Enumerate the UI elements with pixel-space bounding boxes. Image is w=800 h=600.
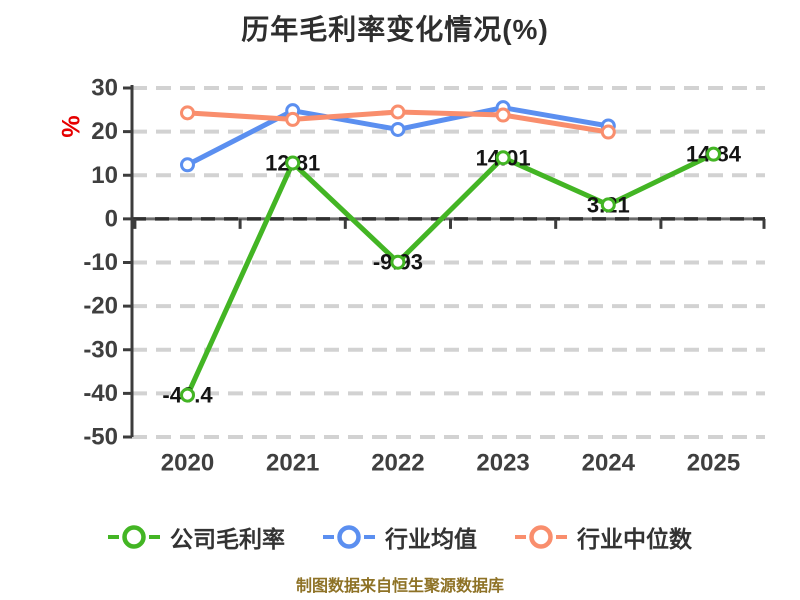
legend-label: 行业中位数 <box>577 526 692 552</box>
data-point-marker[interactable] <box>390 254 406 270</box>
legend-item-0[interactable]: 公司毛利率 <box>108 520 285 554</box>
y-tick-label: -10 <box>83 249 118 276</box>
chart-title: 历年毛利率变化情况(%) <box>241 14 549 45</box>
data-point-marker[interactable] <box>285 155 301 171</box>
x-tick-label: 2022 <box>371 450 424 477</box>
data-point-marker[interactable] <box>390 104 406 120</box>
x-tick-label: 2023 <box>476 450 529 477</box>
legend-label: 公司毛利率 <box>170 526 285 552</box>
y-tick-label: 10 <box>91 162 118 189</box>
chart-legend: 公司毛利率 行业均值 行业中位数 <box>0 520 800 554</box>
x-tick-label: 2020 <box>161 450 214 477</box>
legend-marker-icon <box>108 525 160 549</box>
legend-marker-icon <box>515 525 567 549</box>
data-point-marker[interactable] <box>180 157 195 173</box>
y-tick-label: 20 <box>91 118 118 145</box>
data-point-marker[interactable] <box>495 150 511 166</box>
data-point-marker[interactable] <box>180 387 195 403</box>
x-tick-label: 2024 <box>582 450 636 477</box>
data-source-footer: 制图数据来自恒生聚源数据库 <box>295 578 504 595</box>
data-point-marker[interactable] <box>706 146 721 162</box>
data-point-marker[interactable] <box>285 111 301 127</box>
legend-label: 行业均值 <box>385 526 477 552</box>
data-point-marker[interactable] <box>600 124 616 140</box>
x-tick-label: 2025 <box>687 450 740 477</box>
data-point-marker[interactable] <box>180 105 195 121</box>
data-point-marker[interactable] <box>390 121 406 137</box>
series-line <box>185 151 716 398</box>
y-tick-label: -20 <box>83 293 118 320</box>
legend-marker-icon <box>323 525 375 549</box>
legend-item-2[interactable]: 行业中位数 <box>515 520 692 554</box>
y-tick-label: -50 <box>83 424 118 451</box>
x-tick-label: 2021 <box>266 450 319 477</box>
data-point-marker[interactable] <box>495 107 511 123</box>
y-tick-label: 30 <box>91 75 118 102</box>
y-tick-label: -40 <box>83 380 118 407</box>
legend-item-1[interactable]: 行业均值 <box>323 520 477 554</box>
y-tick-label: -30 <box>83 336 118 363</box>
y-tick-label: 0 <box>105 205 118 232</box>
data-point-marker[interactable] <box>600 197 616 213</box>
